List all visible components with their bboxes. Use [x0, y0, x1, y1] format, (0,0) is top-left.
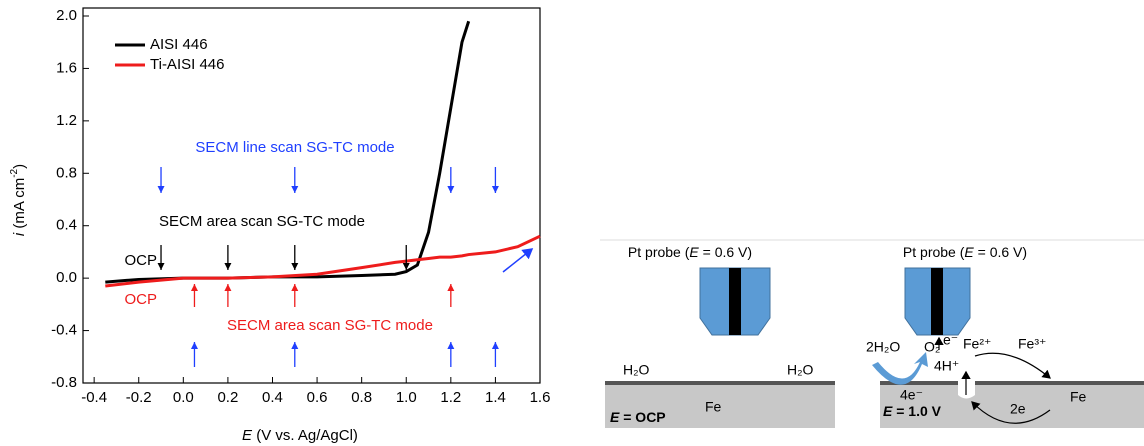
plot: -0.4 -0.2 0.0 0.2 0.4 0.6 0.8 1.0 1.2 1.4 1.6-0.8-… [51, 7, 550, 406]
marker-arrow-head [291, 284, 299, 291]
plot-frame [82, 7, 541, 384]
y-tick-label: 1.2 [56, 112, 77, 129]
substrate [605, 385, 835, 428]
x-tick-label: 1.4 [485, 389, 506, 406]
surface [880, 381, 958, 385]
marker-arrow-head [447, 284, 455, 291]
x-axis-label: E (V vs. Ag/AgCl) [242, 427, 358, 444]
potential-label: E = 1.0 V [883, 403, 942, 419]
marker-arrow-head [190, 342, 198, 349]
diagram: Pt probe (E = 0.6 V) H₂O H₂O Fe E = OCP … [600, 239, 1144, 428]
label: 2e [1010, 401, 1026, 417]
marker-arrow-head [402, 263, 410, 270]
label: H₂O [787, 362, 814, 378]
marker-arrow-head [291, 263, 299, 270]
x-tick-label: 1.0 [396, 389, 417, 406]
annotation: SECM line scan SG-TC mode [195, 139, 394, 156]
series-line [105, 234, 541, 288]
x-tick-label: 0.0 [173, 389, 194, 406]
annotation: SECM area scan SG-TC mode [159, 213, 365, 230]
probe-wire [729, 268, 741, 335]
x-tick-label: 0.8 [351, 389, 372, 406]
y-tick-label: 0.4 [56, 217, 77, 234]
surface [975, 381, 1144, 385]
legend-label: Ti-AISI 446 [150, 56, 224, 73]
y-axis-label: i (mA cm-2) [9, 164, 28, 236]
arrow [974, 352, 1051, 379]
marker-arrow-head [224, 284, 232, 291]
x-tick-label: 1.2 [440, 389, 461, 406]
label: 4e⁻ [900, 387, 923, 403]
marker-arrow-head [224, 263, 232, 270]
label: 4H⁺ [934, 358, 959, 374]
x-tick-label: -0.2 [126, 389, 152, 406]
surface [605, 381, 835, 385]
marker-arrow-head [291, 186, 299, 193]
label: H₂O [623, 362, 650, 378]
y-tick-label: 1.6 [56, 59, 77, 76]
reaction-arrow [872, 352, 928, 385]
label: O₂ [924, 339, 940, 355]
marker-arrow-head [447, 186, 455, 193]
label: Fe [1070, 389, 1087, 405]
potential-label: E = OCP [610, 409, 666, 425]
marker-arrow-head [157, 263, 165, 270]
marker-arrow-head [491, 186, 499, 193]
x-tick-label: -0.4 [81, 389, 107, 406]
x-tick-label: 0.6 [307, 389, 328, 406]
label: 2H₂O [866, 339, 900, 355]
y-tick-label: 2.0 [56, 7, 77, 24]
label: e⁻ [943, 332, 958, 348]
label: Fe [705, 399, 722, 415]
probe-wire [931, 268, 943, 335]
probe-label: Pt probe (E = 0.6 V) [903, 244, 1027, 260]
marker-arrow-head [190, 284, 198, 291]
y-tick-label: -0.4 [51, 322, 77, 339]
x-tick-label: 0.2 [217, 389, 238, 406]
annotation: SECM area scan SG-TC mode [227, 317, 433, 334]
label: Fe³⁺ [1018, 336, 1046, 352]
marker-arrow-head [491, 342, 499, 349]
marker-arrow-head [157, 186, 165, 193]
arrow [971, 401, 1051, 424]
probe-label: Pt probe (E = 0.6 V) [628, 244, 752, 260]
annotation: OCP [124, 252, 157, 269]
pointer-arrow [502, 248, 534, 273]
y-tick-label: -0.8 [51, 374, 77, 391]
y-tick-label: 0.0 [56, 269, 77, 286]
y-tick-label: 0.8 [56, 164, 77, 181]
annotation: OCP [124, 291, 157, 308]
label: Fe²⁺ [963, 336, 991, 352]
x-tick-label: 0.4 [262, 389, 283, 406]
marker-arrow-head [447, 342, 455, 349]
x-tick-label: 1.6 [530, 389, 551, 406]
legend-label: AISI 446 [150, 36, 208, 53]
marker-arrow-head [291, 342, 299, 349]
substrate [880, 385, 1144, 428]
